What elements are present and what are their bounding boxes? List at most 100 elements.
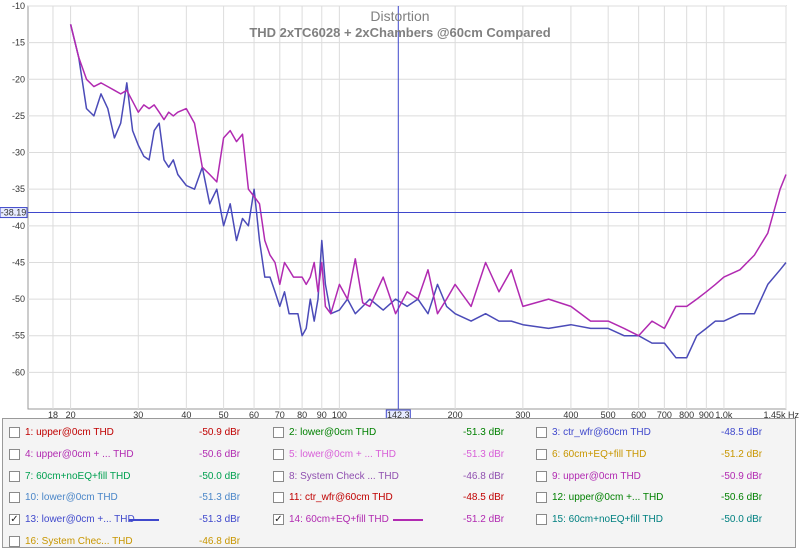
legend-swatch — [393, 519, 423, 522]
legend-item[interactable]: 1: upper@0cm THD -50.9 dBr — [9, 423, 264, 443]
legend-item[interactable]: 9: upper@0cm THD -50.9 dBr — [536, 467, 791, 487]
x-tick-label: 700 — [657, 410, 672, 418]
legend-value: -50.6 dBr — [721, 492, 763, 504]
series-line-2 — [69, 24, 787, 337]
legend-label: 6: 60cm+EQ+fill THD — [552, 448, 647, 460]
y-tick-label: -35 — [12, 184, 25, 194]
x-tick-label: 900 — [699, 410, 714, 418]
x-tick-label: 800 — [679, 410, 694, 418]
legend-checkbox[interactable] — [9, 448, 20, 460]
legend-checkbox[interactable] — [9, 427, 20, 438]
legend-checkbox[interactable] — [273, 427, 284, 438]
legend-value: -51.3 dBr — [199, 514, 241, 526]
cursor-y-readout-box — [0, 207, 28, 219]
legend-value: -51.2 dBr — [463, 514, 505, 526]
legend-checkbox[interactable] — [273, 470, 284, 482]
legend-checkbox[interactable]: ✓ — [9, 514, 20, 526]
legend-item[interactable]: 16: System Chec... THD -46.8 dBr — [9, 532, 264, 552]
legend-label: 3: ctr_wfr@60cm THD — [552, 427, 651, 438]
x-tick-label: 600 — [631, 410, 646, 418]
legend-value: -50.0 dBr — [199, 470, 241, 482]
legend-swatch — [129, 519, 159, 522]
legend-label: 12: upper@0cm +... THD — [552, 492, 664, 504]
legend-item[interactable]: 3: ctr_wfr@60cm THD -48.5 dBr — [536, 423, 791, 443]
legend-item[interactable]: 7: 60cm+noEQ+fill THD -50.0 dBr — [9, 467, 264, 487]
x-tick-label: 400 — [563, 410, 578, 418]
legend-checkbox[interactable]: ✓ — [273, 514, 284, 526]
legend-checkbox[interactable] — [536, 448, 547, 460]
legend-checkbox[interactable] — [536, 470, 547, 482]
legend-label: 8: System Check ... THD — [289, 470, 399, 482]
legend-label: 9: upper@0cm THD — [552, 470, 641, 482]
legend-checkbox[interactable] — [9, 492, 20, 504]
legend-checkbox[interactable] — [273, 492, 284, 504]
legend-label: 16: System Chec... THD — [25, 536, 133, 547]
chart-subtitle: THD 2xTC6028 + 2xChambers @60cm Compared — [249, 25, 550, 40]
series-lines — [69, 24, 787, 359]
y-tick-label: -50 — [12, 294, 25, 304]
x-tick-label: 1.0k — [715, 410, 733, 418]
legend-checkbox[interactable] — [273, 448, 284, 460]
x-axis-ticks: 18 20 30 40 50 60 70 80 90 100 200 300 400 500 600 700 8… — [48, 410, 800, 418]
y-tick-label: -30 — [12, 148, 25, 158]
x-tick-label: 200 — [448, 410, 463, 418]
legend-label: 2: lower@0cm THD — [289, 427, 377, 438]
y-tick-label: -60 — [12, 367, 25, 377]
y-axis-ticks: -10 -15 -20 -25 -30 -35 -40 -45 -50 -55 -60 — [12, 1, 25, 377]
legend-item[interactable]: 15: 60cm+noEQ+fill THD -50.0 dBr — [536, 510, 791, 530]
legend-value: -50.0 dBr — [721, 514, 763, 526]
cursor-x-readout: 142.3 — [387, 410, 410, 418]
x-tick-label: 50 — [219, 410, 229, 418]
legend-label: 4: upper@0cm + ... THD — [25, 448, 134, 460]
legend-label: 5: lower@0cm + ... THD — [289, 448, 396, 460]
legend-item[interactable]: 8: System Check ... THD -46.8 dBr — [273, 467, 528, 487]
legend-checkbox[interactable] — [9, 470, 20, 482]
chart-title: Distortion — [370, 8, 429, 24]
legend-value: -51.3 dBr — [463, 427, 505, 438]
y-tick-label: -40 — [12, 221, 25, 231]
series-line-1 — [69, 24, 787, 359]
x-tick-label: 100 — [332, 410, 347, 418]
legend-item[interactable]: 4: upper@0cm + ... THD -50.6 dBr — [9, 445, 264, 465]
legend-checkbox[interactable] — [536, 492, 547, 504]
legend-value: -46.8 dBr — [463, 470, 505, 482]
legend-item[interactable]: ✓ 14: 60cm+EQ+fill THD -51.2 dBr — [273, 510, 528, 530]
legend-checkbox[interactable] — [536, 427, 547, 438]
y-tick-label: -45 — [12, 257, 25, 267]
x-tick-label: 80 — [297, 410, 307, 418]
y-tick-label: -25 — [12, 111, 25, 121]
legend-value: -51.3 dBr — [199, 492, 241, 504]
legend-label: 14: 60cm+EQ+fill THD — [289, 514, 389, 526]
legend-checkbox[interactable] — [536, 514, 547, 526]
legend-checkbox[interactable] — [9, 536, 20, 547]
legend-item[interactable]: 2: lower@0cm THD -51.3 dBr — [273, 423, 528, 443]
legend-value: -50.9 dBr — [199, 427, 241, 438]
legend-panel: 1: upper@0cm THD -50.9 dBr 2: lower@0cm TH… — [2, 418, 796, 548]
grid-lines — [28, 5, 787, 409]
legend-label: 11: ctr_wfr@60cm THD — [289, 492, 393, 504]
legend-label: 1: upper@0cm THD — [25, 427, 114, 438]
y-tick-label: -10 — [12, 1, 25, 11]
x-tick-label: 20 — [66, 410, 76, 418]
legend-item[interactable]: ✓ 13: lower@0cm +... THD -51.3 dBr — [9, 510, 264, 530]
legend-value: -48.5 dBr — [463, 492, 505, 504]
legend-item[interactable]: 5: lower@0cm + ... THD -51.3 dBr — [273, 445, 528, 465]
x-tick-label: 70 — [275, 410, 285, 418]
x-tick-label: 18 — [48, 410, 58, 418]
crosshair-cursor[interactable]: -38.19 142.3 — [0, 6, 786, 418]
legend-item[interactable]: 12: upper@0cm +... THD -50.6 dBr — [536, 488, 791, 508]
legend-value: -51.2 dBr — [721, 448, 763, 460]
x-tick-label: 500 — [601, 410, 616, 418]
x-tick-label: 60 — [249, 410, 259, 418]
legend-item[interactable]: 6: 60cm+EQ+fill THD -51.2 dBr — [536, 445, 791, 465]
legend-item[interactable]: 11: ctr_wfr@60cm THD -48.5 dBr — [273, 488, 528, 508]
legend-label: 15: 60cm+noEQ+fill THD — [552, 514, 663, 526]
y-tick-label: -15 — [12, 38, 25, 48]
legend-value: -50.9 dBr — [721, 470, 763, 482]
x-tick-label: 30 — [133, 410, 143, 418]
x-tick-label: 1.45k Hz — [763, 410, 799, 418]
legend-item[interactable]: 10: lower@0cm THD -51.3 dBr — [9, 488, 264, 508]
y-tick-label: -55 — [12, 331, 25, 341]
legend-value: -46.8 dBr — [199, 536, 241, 547]
